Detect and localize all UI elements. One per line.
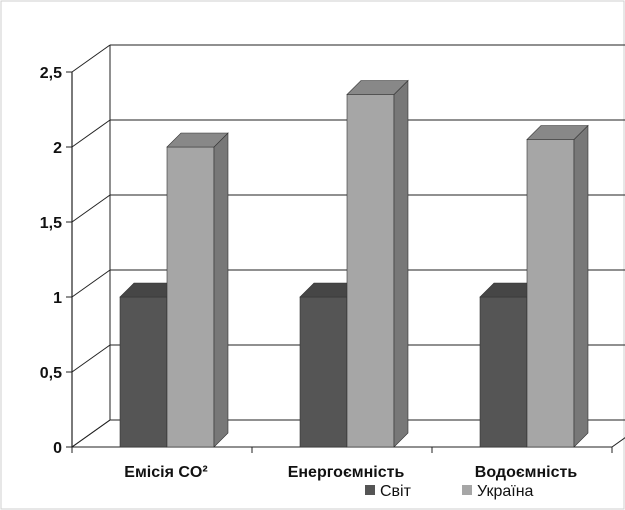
category-label: Емісія CO² xyxy=(124,464,207,481)
side-wall-line xyxy=(71,44,111,73)
side-wall-line xyxy=(71,344,111,373)
legend: Світ Україна xyxy=(365,483,534,500)
bar-front xyxy=(526,139,575,448)
y-tick-label: 1,5 xyxy=(40,215,62,232)
bars xyxy=(119,79,589,448)
legend-swatch xyxy=(365,485,375,495)
bar xyxy=(346,79,409,448)
category-labels: Емісія CO² Енергоємність Водоємність xyxy=(124,464,577,481)
bar-front xyxy=(166,146,215,448)
bar-top xyxy=(346,80,409,95)
bar-front xyxy=(119,296,168,448)
y-tick-label: 2,5 xyxy=(40,65,62,82)
legend-swatch xyxy=(462,485,472,495)
bar-side xyxy=(573,124,589,448)
bar-side xyxy=(213,132,229,448)
bar-top xyxy=(166,132,229,148)
y-tick-labels: 0 0,5 1 1,5 2 2,5 xyxy=(40,65,62,457)
bar xyxy=(166,132,229,448)
bar xyxy=(526,124,589,448)
category-label: Енергоємність xyxy=(288,464,405,481)
y-tick-label: 2 xyxy=(53,140,62,157)
side-wall-line xyxy=(71,119,111,148)
axes xyxy=(66,45,625,453)
side-wall-line xyxy=(71,194,111,223)
y-tick-label: 1 xyxy=(53,290,62,307)
y-tick-label: 0 xyxy=(53,440,62,457)
y-tick-label: 0,5 xyxy=(40,365,62,382)
side-wall-line xyxy=(71,269,111,298)
category-label: Водоємність xyxy=(475,464,578,481)
bar-front xyxy=(299,296,348,448)
legend-label: Україна xyxy=(477,483,534,500)
legend-label: Світ xyxy=(380,483,412,500)
bar-side xyxy=(393,79,409,448)
bar-front xyxy=(479,296,528,448)
bar-top xyxy=(526,125,589,140)
bar-front xyxy=(346,94,395,448)
